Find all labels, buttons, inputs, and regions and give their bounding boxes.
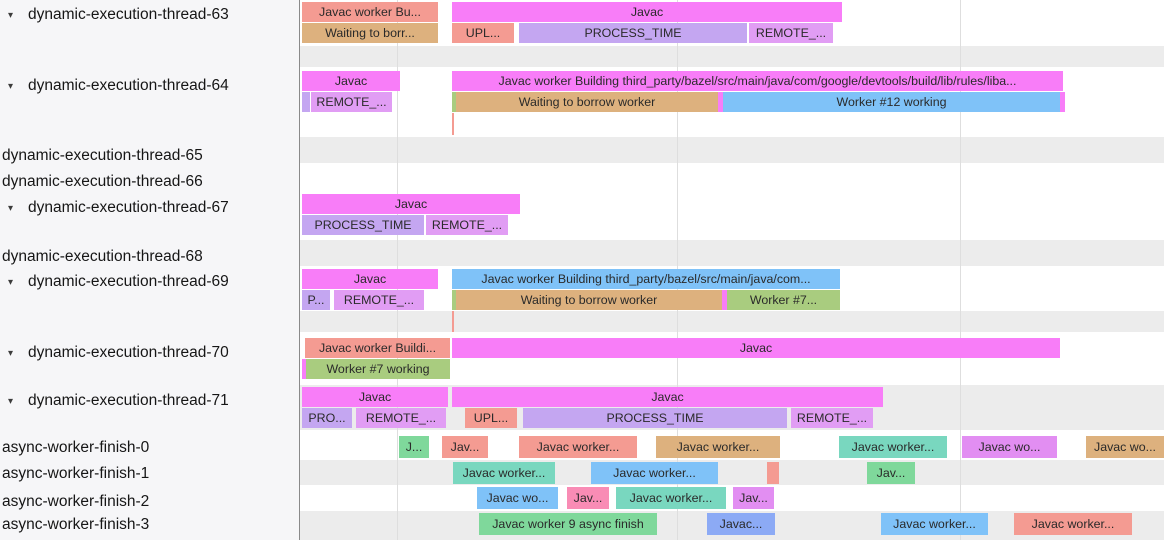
trace-slice[interactable]: Javac [452,2,842,22]
track-label-dynamic-execution-thread-69[interactable]: ▾ dynamic-execution-thread-69 [0,273,229,291]
trace-slice[interactable]: Javac worker Building third_party/bazel/… [452,71,1063,91]
trace-slice[interactable]: Javac worker... [881,513,988,535]
trace-slice[interactable]: Javac worker... [616,487,726,509]
trace-slice[interactable]: REMOTE_... [311,92,392,112]
track-label-dynamic-execution-thread-70[interactable]: ▾ dynamic-execution-thread-70 [0,344,229,362]
track-name-text: dynamic-execution-thread-63 [28,6,229,23]
trace-slice[interactable] [722,290,727,310]
trace-slice[interactable]: Javac worker... [453,462,555,484]
trace-slice[interactable] [302,359,306,379]
track-name-text: dynamic-execution-thread-67 [28,199,229,216]
trace-slice[interactable]: Javac worker... [519,436,637,458]
trace-slice[interactable]: Javac wo... [477,487,558,509]
trace-slice[interactable]: Javac [302,387,448,407]
trace-slice[interactable]: Javac wo... [1086,436,1164,458]
trace-slice[interactable]: Waiting to borrow worker [456,290,722,310]
trace-slice[interactable]: Worker #7 working [306,359,450,379]
trace-slice[interactable] [452,290,456,310]
trace-slice[interactable]: REMOTE_... [791,408,873,428]
trace-slice[interactable]: Javac worker Bu... [302,2,438,22]
track-name-text: async-worker-finish-3 [2,516,150,533]
trace-slice[interactable]: Javac [302,71,400,91]
collapse-arrow-icon[interactable]: ▾ [8,348,14,359]
track-label-async-worker-finish-2: async-worker-finish-2 [0,493,149,511]
trace-slice[interactable]: J... [399,436,429,458]
trace-slice[interactable]: Javac worker... [1014,513,1132,535]
trace-slice[interactable] [718,92,723,112]
collapse-arrow-icon[interactable]: ▾ [8,203,14,214]
collapse-arrow-icon[interactable]: ▾ [8,396,14,407]
track-label-dynamic-execution-thread-63[interactable]: ▾ dynamic-execution-thread-63 [0,6,229,24]
trace-slice[interactable]: Javac [452,338,1060,358]
trace-slice[interactable]: PROCESS_TIME [519,23,747,43]
trace-slice[interactable]: Javac worker... [656,436,780,458]
track-name-panel: ▾ dynamic-execution-thread-63 ▾ dynamic-exe… [0,0,300,540]
trace-slice[interactable] [452,311,454,332]
track-label-dynamic-execution-thread-66: dynamic-execution-thread-66 [0,173,203,191]
trace-slice[interactable]: Javac worker Buildi... [305,338,450,358]
trace-slice[interactable] [452,113,454,135]
track-label-dynamic-execution-thread-64[interactable]: ▾ dynamic-execution-thread-64 [0,77,229,95]
trace-slice[interactable]: UPL... [452,23,514,43]
track-name-text: dynamic-execution-thread-70 [28,344,229,361]
track-label-async-worker-finish-1: async-worker-finish-1 [0,465,149,483]
trace-slice[interactable]: PRO... [302,408,352,428]
trace-slice[interactable]: Jav... [733,487,774,509]
gridline [960,0,961,540]
trace-slice[interactable]: Jav... [567,487,609,509]
trace-slice[interactable]: REMOTE_... [426,215,508,235]
trace-slice[interactable]: Javac [452,387,883,407]
trace-slice[interactable]: Javac... [707,513,775,535]
track-name-text: async-worker-finish-1 [2,465,150,482]
track-name-text: dynamic-execution-thread-68 [2,248,203,265]
trace-slice[interactable]: UPL... [465,408,517,428]
trace-slice[interactable]: Javac [302,194,520,214]
trace-slice[interactable]: Javac worker Building third_party/bazel/… [452,269,840,289]
track-name-text: dynamic-execution-thread-64 [28,77,229,94]
trace-slice[interactable]: P... [302,290,330,310]
track-label-async-worker-finish-0: async-worker-finish-0 [0,439,149,457]
trace-slice[interactable] [302,92,310,112]
trace-slice[interactable]: Jav... [867,462,915,484]
track-name-text: dynamic-execution-thread-69 [28,273,229,290]
track-name-text: async-worker-finish-2 [2,493,150,510]
track-name-text: dynamic-execution-thread-66 [2,173,203,190]
trace-slice[interactable] [1060,92,1065,112]
trace-slice[interactable]: Worker #7... [727,290,840,310]
track-label-dynamic-execution-thread-65: dynamic-execution-thread-65 [0,147,203,165]
trace-slice[interactable]: PROCESS_TIME [523,408,787,428]
track-label-dynamic-execution-thread-71[interactable]: ▾ dynamic-execution-thread-71 [0,392,229,410]
collapse-arrow-icon[interactable]: ▾ [8,277,14,288]
trace-slice[interactable] [452,92,456,112]
trace-slice[interactable]: Worker #12 working [723,92,1060,112]
trace-slice[interactable] [767,462,779,484]
track-name-text: dynamic-execution-thread-71 [28,392,229,409]
collapse-arrow-icon[interactable]: ▾ [8,81,14,92]
collapse-arrow-icon[interactable]: ▾ [8,10,14,21]
track-label-async-worker-finish-3: async-worker-finish-3 [0,516,149,534]
trace-slice[interactable]: Waiting to borrow worker [456,92,718,112]
trace-slice[interactable]: Javac [302,269,438,289]
track-name-text: async-worker-finish-0 [2,439,150,456]
trace-slice[interactable]: Jav... [442,436,488,458]
trace-slice[interactable]: Javac wo... [962,436,1057,458]
track-label-dynamic-execution-thread-67[interactable]: ▾ dynamic-execution-thread-67 [0,199,229,217]
trace-slice[interactable]: PROCESS_TIME [302,215,424,235]
trace-slice[interactable]: Javac worker... [839,436,947,458]
trace-slice[interactable]: REMOTE_... [749,23,833,43]
trace-slice[interactable]: REMOTE_... [356,408,446,428]
trace-slice[interactable]: REMOTE_... [334,290,424,310]
trace-slice[interactable]: Javac worker... [591,462,718,484]
trace-slice[interactable]: Waiting to borr... [302,23,438,43]
track-label-dynamic-execution-thread-68: dynamic-execution-thread-68 [0,248,203,266]
trace-slice[interactable]: Javac worker 9 async finish [479,513,657,535]
track-name-text: dynamic-execution-thread-65 [2,147,203,164]
